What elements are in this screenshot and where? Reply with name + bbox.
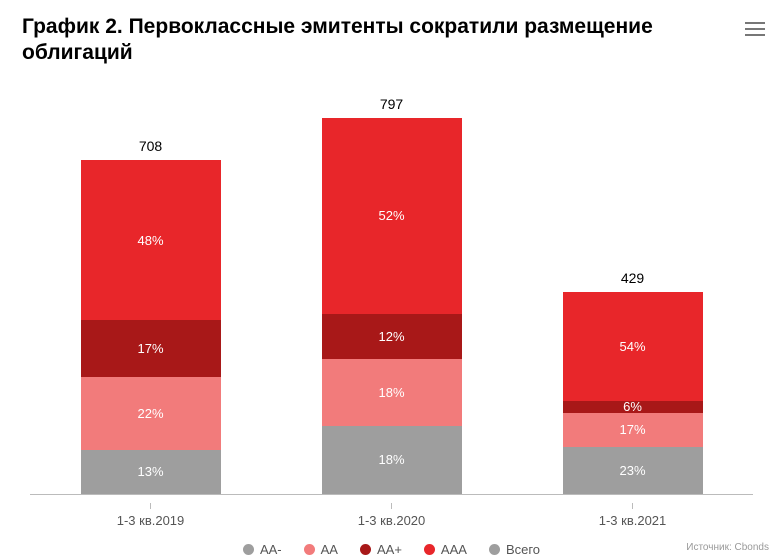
bar-total-label: 429 <box>621 270 644 286</box>
bar-stack: 18%18%12%52% <box>322 118 462 493</box>
bar-segment-aa: 18% <box>322 359 462 427</box>
legend-item-aaa[interactable]: AAA <box>424 542 467 557</box>
x-axis-label-text: 1-3 кв.2021 <box>599 513 667 528</box>
legend-label: AAA <box>441 542 467 557</box>
legend-item-aa_minus[interactable]: AA- <box>243 542 282 557</box>
bar-segment-aa_minus: 23% <box>563 447 703 493</box>
legend-label: AA- <box>260 542 282 557</box>
x-axis-label-text: 1-3 кв.2020 <box>358 513 426 528</box>
bar-segment-aa_plus: 12% <box>322 314 462 359</box>
legend-label: AA+ <box>377 542 402 557</box>
bar-segment-aa_plus: 17% <box>81 320 221 377</box>
x-axis-tick <box>391 503 392 509</box>
x-axis-label: 1-3 кв.2020 <box>322 503 462 528</box>
bar-segment-aa: 17% <box>563 413 703 447</box>
legend-swatch <box>424 544 435 555</box>
bar-segment-aaa: 52% <box>322 118 462 313</box>
x-axis-label-text: 1-3 кв.2019 <box>117 513 185 528</box>
legend-swatch <box>360 544 371 555</box>
legend-swatch <box>243 544 254 555</box>
chart-title: График 2. Первоклассные эмитенты сократи… <box>0 0 783 77</box>
bar-segment-aa_minus: 18% <box>322 426 462 494</box>
x-axis-label: 1-3 кв.2021 <box>563 503 703 528</box>
legend-item-aa[interactable]: AA <box>304 542 338 557</box>
bar-total-label: 797 <box>380 96 403 112</box>
bar-segment-aaa: 54% <box>563 292 703 401</box>
menu-icon[interactable] <box>745 22 765 36</box>
x-axis-tick <box>150 503 151 509</box>
legend-label: Всего <box>506 542 540 557</box>
x-axis-labels: 1-3 кв.2019 1-3 кв.2020 1-3 кв.2021 <box>30 503 753 528</box>
legend-swatch <box>489 544 500 555</box>
legend-item-total[interactable]: Всего <box>489 542 540 557</box>
bar-group: 708 13%22%17%48% <box>81 138 221 493</box>
bar-segment-aa: 22% <box>81 377 221 450</box>
bar-segment-aa_plus: 6% <box>563 401 703 413</box>
bar-stack: 23%17%6%54% <box>563 292 703 494</box>
chart-plot-area: 70813%22%17%48%79718%18%12%52%42923%17%6… <box>30 95 753 495</box>
bar-segment-aa_minus: 13% <box>81 450 221 493</box>
legend-swatch <box>304 544 315 555</box>
legend-label: AA <box>321 542 338 557</box>
source-label: Источник: Cbonds <box>686 542 769 553</box>
legend-item-aa_plus[interactable]: AA+ <box>360 542 402 557</box>
x-axis-tick <box>632 503 633 509</box>
bar-stack: 13%22%17%48% <box>81 160 221 493</box>
bar-segment-aaa: 48% <box>81 160 221 320</box>
bar-group: 79718%18%12%52% <box>322 96 462 493</box>
legend: AA- AA AA+ AAA Всего <box>0 542 783 557</box>
x-axis-label: 1-3 кв.2019 <box>81 503 221 528</box>
bar-total-label: 708 <box>139 138 162 154</box>
bar-group: 429 23%17%6%54% <box>563 270 703 494</box>
